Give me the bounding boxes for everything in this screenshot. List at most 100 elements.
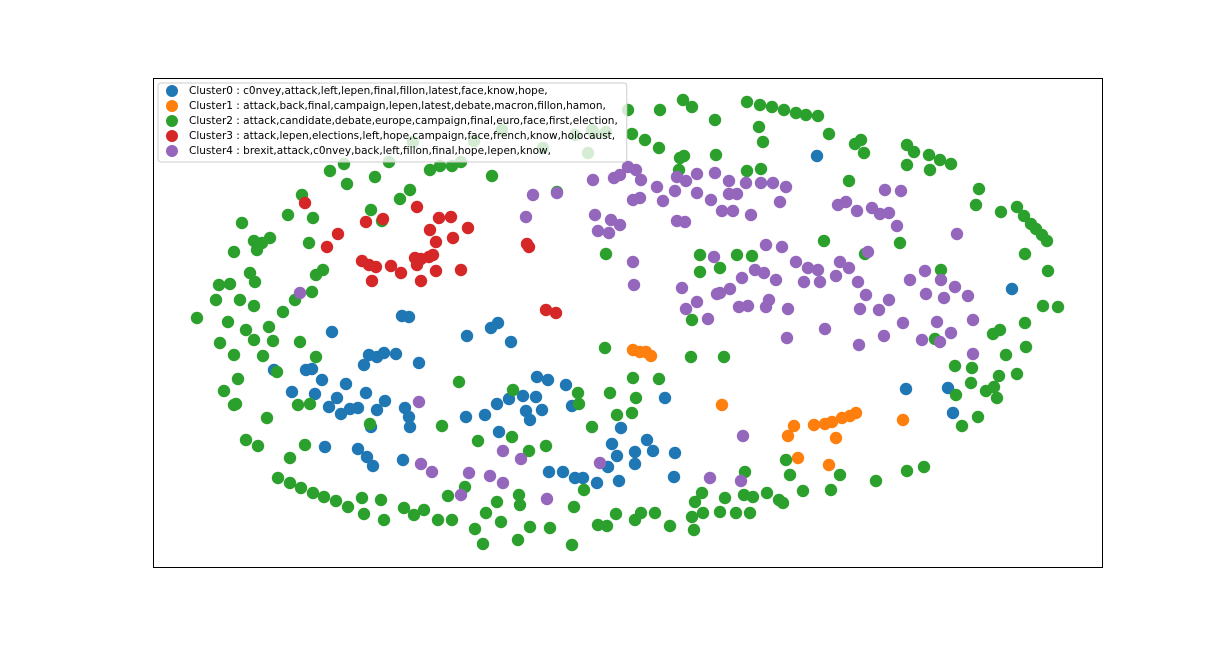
legend-marker [166, 115, 178, 127]
point [918, 264, 932, 278]
point [330, 391, 344, 405]
point [811, 263, 825, 277]
point [357, 507, 371, 521]
legend-marker [166, 145, 178, 157]
point [260, 411, 274, 425]
point [718, 491, 732, 505]
point [384, 259, 398, 273]
point [478, 408, 492, 422]
point [677, 149, 691, 163]
point [917, 460, 931, 474]
point [506, 383, 520, 397]
point [626, 371, 640, 385]
point [634, 173, 648, 187]
point [675, 281, 689, 295]
point [359, 386, 373, 400]
legend-marker [166, 130, 178, 142]
point [1051, 300, 1065, 314]
point [221, 315, 235, 329]
point [690, 167, 704, 181]
point [741, 299, 755, 313]
point [640, 433, 654, 447]
point [625, 127, 639, 141]
point [235, 216, 249, 230]
point [644, 349, 658, 363]
point [402, 310, 416, 324]
point [250, 243, 264, 257]
point [990, 391, 1004, 405]
point [576, 471, 590, 485]
point [993, 323, 1007, 337]
point [992, 369, 1006, 383]
point [248, 275, 262, 289]
point [894, 184, 908, 198]
point [646, 444, 660, 458]
point [723, 282, 737, 296]
point [306, 211, 320, 225]
point [773, 195, 787, 209]
point [703, 471, 717, 485]
point [217, 384, 231, 398]
point [460, 329, 474, 343]
point [519, 210, 533, 224]
point [306, 486, 320, 500]
point [397, 501, 411, 515]
point [650, 180, 664, 194]
point [476, 537, 490, 551]
point [1040, 234, 1054, 248]
point [679, 302, 693, 316]
point [685, 313, 699, 327]
point [281, 208, 295, 222]
point [633, 191, 647, 205]
point [591, 224, 605, 238]
point [729, 506, 743, 520]
point [227, 398, 241, 412]
point [685, 100, 699, 114]
point [530, 370, 544, 384]
point [933, 335, 947, 349]
point [317, 490, 331, 504]
point [559, 378, 573, 392]
point [754, 162, 768, 176]
legend-marker [166, 100, 178, 112]
point [781, 429, 795, 443]
point [648, 506, 662, 520]
point [266, 334, 280, 348]
point [410, 200, 424, 214]
point [270, 365, 284, 379]
point [688, 495, 702, 509]
point [433, 159, 447, 173]
point [950, 227, 964, 241]
point [833, 468, 847, 482]
point [542, 465, 556, 479]
point [708, 113, 722, 127]
legend-label: Cluster0 : c0nvey,attack,left,lepen,fina… [189, 85, 548, 97]
point [930, 315, 944, 329]
point [708, 166, 722, 180]
point [735, 271, 749, 285]
point [769, 273, 783, 287]
point [999, 348, 1013, 362]
point [298, 438, 312, 452]
point [842, 261, 856, 275]
legend-box [157, 82, 628, 163]
point [600, 519, 614, 533]
point [807, 418, 821, 432]
point [492, 425, 506, 439]
point [529, 390, 543, 404]
point [309, 268, 323, 282]
point [676, 93, 690, 107]
point [873, 207, 887, 221]
point [490, 397, 504, 411]
point [900, 464, 914, 478]
point [459, 410, 473, 424]
point [285, 385, 299, 399]
point [797, 275, 811, 289]
point [239, 323, 253, 337]
point [634, 506, 648, 520]
point [610, 449, 624, 463]
point [351, 442, 365, 456]
point [585, 420, 599, 434]
point [1018, 316, 1032, 330]
point [1041, 264, 1055, 278]
